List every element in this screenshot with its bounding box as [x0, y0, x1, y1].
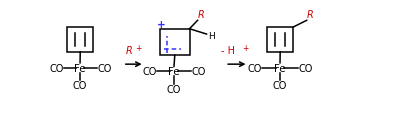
Bar — [267, 28, 293, 52]
Bar — [160, 30, 190, 56]
Text: CO: CO — [142, 67, 156, 77]
Bar — [67, 28, 94, 52]
Text: Fe: Fe — [168, 67, 180, 77]
Text: +: + — [135, 43, 142, 52]
Text: R: R — [126, 46, 132, 56]
Text: CO: CO — [167, 84, 181, 94]
Text: CO: CO — [97, 63, 112, 73]
Text: +: + — [157, 20, 166, 30]
Text: CO: CO — [248, 63, 262, 73]
Text: H: H — [208, 32, 215, 41]
Text: R: R — [307, 9, 314, 19]
Text: CO: CO — [192, 67, 206, 77]
Text: CO: CO — [273, 81, 287, 91]
Text: CO: CO — [49, 63, 63, 73]
Text: R: R — [198, 9, 205, 19]
Text: +: + — [242, 43, 248, 52]
Text: CO: CO — [298, 63, 313, 73]
Text: Fe: Fe — [274, 63, 286, 73]
Text: CO: CO — [73, 81, 87, 91]
Text: Fe: Fe — [74, 63, 86, 73]
Text: - H: - H — [221, 46, 235, 56]
